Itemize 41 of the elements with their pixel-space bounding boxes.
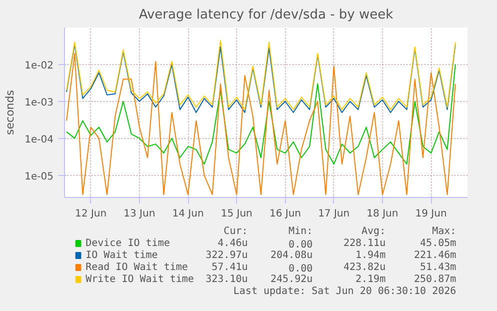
text: 57.41u (212, 262, 248, 273)
text: 323.10u (206, 274, 248, 285)
y-tick-label: 1e-03 (24, 97, 54, 108)
x-tick-label: 16 Jun (269, 208, 302, 220)
legend-label: Device IO time (86, 238, 170, 249)
legend-label: IO Wait time (86, 250, 158, 261)
text: Min: (288, 226, 313, 237)
x-tick-label: 13 Jun (124, 208, 156, 220)
text: Last update: Sat Jun 20 06:30:10 2026 (233, 286, 456, 297)
text: 322.97u (206, 250, 248, 261)
text: 1.94m (356, 250, 386, 261)
line-series (66, 64, 456, 165)
text: 204.08u (270, 250, 313, 261)
text: 0.00 (288, 240, 313, 250)
legend-label: Write IO Wait time (86, 274, 194, 285)
y-tick-label: 1e-04 (24, 134, 54, 146)
text: 4.46u (218, 238, 248, 249)
text: 221.46m (414, 250, 456, 261)
text: 250.87m (414, 274, 456, 285)
text: Cur: (224, 226, 248, 237)
line-series (66, 52, 456, 196)
text: 45.05m (420, 238, 456, 249)
y-tick-label: 1e-02 (24, 60, 54, 72)
x-tick-label: 15 Jun (220, 208, 252, 220)
x-tick-label: 14 Jun (172, 208, 204, 220)
chart-title: Average latency for /dev/sda - by week (138, 8, 394, 22)
y-tick-label: 1e-05 (24, 171, 54, 182)
y-axis-title: seconds (4, 90, 17, 135)
text: 0.00 (288, 264, 313, 274)
text: 51.43m (420, 262, 456, 273)
text: Max: (432, 226, 456, 237)
text: 2.19m (356, 274, 386, 285)
text: 423.82u (343, 262, 386, 273)
x-tick-label: 19 Jun (415, 208, 447, 220)
x-tick-label: 18 Jun (366, 208, 398, 220)
x-tick-label: 12 Jun (75, 208, 107, 220)
legend-label: Read IO Wait time (86, 262, 188, 273)
text: 245.92u (270, 274, 313, 285)
x-tick-label: 17 Jun (318, 208, 350, 220)
text: Avg: (362, 226, 386, 237)
text: 228.11u (343, 238, 386, 249)
